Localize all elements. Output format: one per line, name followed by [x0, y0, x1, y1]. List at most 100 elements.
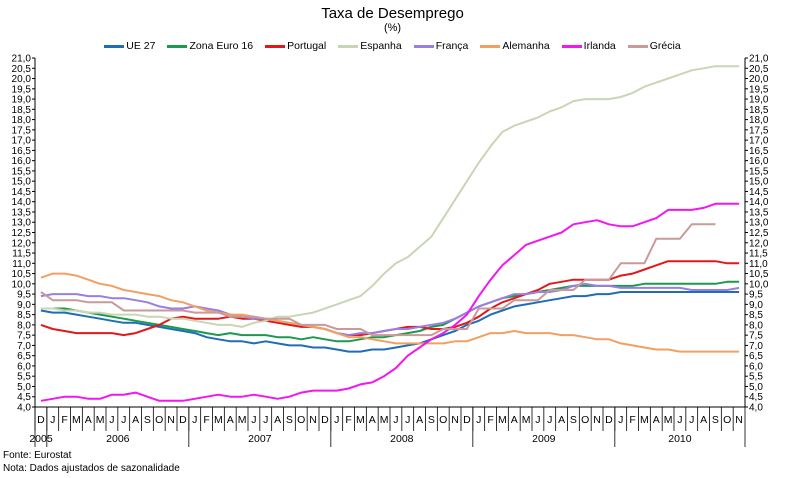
- x-month-label: S: [570, 414, 577, 426]
- x-month-label: J: [121, 414, 126, 426]
- series-line-irlanda: [40, 202, 740, 402]
- legend-swatch: [480, 44, 501, 48]
- y-tick-label-right: 18,5: [749, 105, 769, 116]
- y-tick-label-right: 12,5: [749, 228, 769, 239]
- y-tick-label-right: 10,5: [749, 269, 769, 280]
- y-tick-label-left: 7,0: [17, 341, 31, 352]
- x-month-label: J: [618, 414, 623, 426]
- x-month-label: S: [286, 414, 293, 426]
- y-tick-label-right: 20,0: [749, 74, 769, 85]
- y-tick-label-left: 21,0: [12, 54, 32, 65]
- series-line-alemanha: [40, 272, 740, 353]
- y-tick-label-right: 7,5: [749, 331, 763, 342]
- x-month-label: S: [712, 414, 719, 426]
- y-tick-label-left: 16,0: [12, 156, 32, 167]
- x-month-label: N: [735, 414, 743, 426]
- x-month-label: M: [380, 414, 389, 426]
- legend-swatch: [167, 44, 188, 48]
- legend-swatch: [561, 44, 582, 48]
- series-line-espanha: [40, 65, 740, 328]
- x-month-label: N: [593, 414, 601, 426]
- y-tick-label-left: 12,0: [12, 238, 32, 249]
- x-month-label: D: [321, 414, 329, 426]
- y-tick-label-left: 11,0: [12, 259, 31, 270]
- x-month-label: S: [144, 414, 151, 426]
- y-tick-label-left: 12,5: [12, 228, 32, 239]
- x-month-label: J: [547, 414, 552, 426]
- x-month-label: D: [37, 414, 45, 426]
- y-tick-label-left: 17,0: [12, 136, 32, 147]
- x-month-label: N: [167, 414, 175, 426]
- y-tick-label-right: 9,0: [749, 300, 763, 311]
- x-month-label: J: [334, 414, 339, 426]
- y-tick-label-right: 10,0: [749, 279, 769, 290]
- x-month-label: A: [369, 414, 376, 426]
- y-tick-label-right: 15,5: [749, 166, 769, 177]
- x-month-label: F: [203, 414, 209, 426]
- y-tick-label-left: 13,0: [12, 218, 32, 229]
- y-tick-label-right: 4,0: [749, 403, 763, 414]
- y-tick-label-right: 17,5: [749, 125, 769, 136]
- x-month-label: A: [227, 414, 234, 426]
- y-tick-label-right: 8,5: [749, 310, 763, 321]
- series-line-gr-cia: [40, 223, 716, 337]
- x-month-label: F: [629, 414, 635, 426]
- y-tick-label-right: 13,5: [749, 207, 769, 218]
- x-month-label: J: [263, 414, 268, 426]
- x-month-label: A: [653, 414, 660, 426]
- x-month-label: F: [345, 414, 351, 426]
- legend-label: Espanha: [360, 40, 402, 52]
- y-tick-label-left: 20,5: [12, 64, 32, 75]
- x-month-label: M: [96, 414, 105, 426]
- legend-label: França: [435, 40, 469, 52]
- x-month-label: M: [356, 414, 365, 426]
- x-month-label: J: [405, 414, 410, 426]
- x-year-label: 2009: [532, 433, 556, 445]
- series-line-fran-a: [40, 282, 740, 337]
- y-tick-label-left: 8,5: [17, 310, 31, 321]
- y-tick-label-right: 11,0: [749, 259, 768, 270]
- legend-item-irlanda: Irlanda: [561, 40, 616, 52]
- y-tick-label-left: 17,5: [12, 125, 32, 136]
- y-tick-label-left: 6,5: [17, 351, 31, 362]
- y-tick-label-right: 19,0: [749, 95, 769, 106]
- x-month-label: O: [439, 414, 447, 426]
- chart-subtitle: (%): [383, 22, 402, 34]
- x-month-label: A: [700, 414, 707, 426]
- x-month-label: D: [463, 414, 471, 426]
- legend-item-zona-euro-16: Zona Euro 16: [167, 40, 253, 52]
- x-month-label: D: [179, 414, 187, 426]
- y-tick-label-left: 10,0: [12, 279, 32, 290]
- legend-item-gr-cia: Grécia: [627, 40, 681, 52]
- x-month-label: N: [451, 414, 459, 426]
- y-tick-label-left: 8,0: [17, 320, 31, 331]
- x-month-label: A: [558, 414, 565, 426]
- y-tick-label-right: 12,0: [749, 238, 769, 249]
- x-month-label: J: [251, 414, 256, 426]
- legend-swatch: [265, 44, 286, 48]
- legend-item-portugal: Portugal: [265, 40, 326, 52]
- y-tick-label-right: 11,5: [749, 249, 768, 260]
- x-year-label: 2008: [390, 433, 414, 445]
- x-month-label: S: [428, 414, 435, 426]
- legend-swatch: [338, 44, 359, 48]
- x-month-label: J: [677, 414, 682, 426]
- y-tick-label-left: 15,5: [12, 166, 32, 177]
- x-month-label: A: [511, 414, 518, 426]
- x-month-label: O: [297, 414, 305, 426]
- y-tick-label-left: 19,5: [12, 84, 32, 95]
- x-month-label: J: [109, 414, 114, 426]
- legend-label: Zona Euro 16: [189, 40, 254, 52]
- x-month-label: A: [274, 414, 281, 426]
- x-month-label: M: [72, 414, 81, 426]
- y-tick-label-right: 19,5: [749, 84, 769, 95]
- x-month-label: M: [214, 414, 223, 426]
- y-tick-label-right: 21,0: [749, 54, 769, 65]
- y-tick-label-right: 9,5: [749, 290, 763, 301]
- legend-label: UE 27: [126, 40, 156, 52]
- legend-swatch: [413, 44, 434, 48]
- legend-label: Portugal: [287, 40, 327, 52]
- y-tick-label-left: 15,0: [12, 177, 32, 188]
- x-month-label: J: [476, 414, 481, 426]
- y-tick-label-right: 18,0: [749, 115, 769, 126]
